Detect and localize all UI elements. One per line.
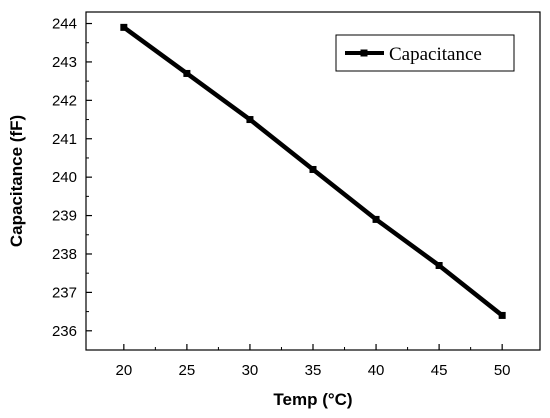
data-point-marker bbox=[120, 23, 128, 31]
legend-label: Capacitance bbox=[389, 44, 482, 65]
y-tick-label: 239 bbox=[52, 208, 77, 225]
legend-marker bbox=[360, 49, 368, 57]
y-tick-label: 242 bbox=[52, 92, 77, 109]
data-point-marker bbox=[435, 262, 443, 269]
y-tick-label: 240 bbox=[52, 169, 77, 186]
y-tick-label: 243 bbox=[52, 54, 77, 71]
x-axis-title: Temp (°C) bbox=[273, 390, 352, 409]
data-point-marker bbox=[183, 69, 191, 77]
data-point-marker bbox=[309, 165, 317, 173]
y-tick-label: 236 bbox=[52, 323, 77, 340]
data-point-marker bbox=[498, 311, 506, 319]
y-tick-label: 237 bbox=[52, 284, 77, 301]
y-axis-title: Capacitance (fF) bbox=[7, 115, 26, 247]
x-tick-label: 30 bbox=[242, 362, 259, 379]
legend: Capacitance bbox=[335, 34, 515, 72]
y-axis-ticks: 236 237 238 239 240 241 242 243 244 bbox=[52, 16, 92, 340]
data-point-marker bbox=[246, 116, 254, 124]
x-tick-label: 25 bbox=[179, 362, 196, 379]
x-tick-label: 50 bbox=[494, 362, 511, 379]
x-tick-label: 35 bbox=[305, 362, 322, 379]
x-tick-label: 20 bbox=[115, 362, 132, 379]
y-tick-label: 244 bbox=[52, 16, 77, 33]
data-point-marker bbox=[372, 215, 380, 223]
series-layer bbox=[120, 23, 506, 319]
y-tick-label: 241 bbox=[52, 131, 77, 148]
y-tick-label: 238 bbox=[52, 246, 77, 263]
x-tick-label: 40 bbox=[368, 362, 385, 379]
x-axis-ticks: 20 25 30 35 40 45 50 bbox=[115, 344, 511, 379]
x-tick-label: 45 bbox=[431, 362, 448, 379]
